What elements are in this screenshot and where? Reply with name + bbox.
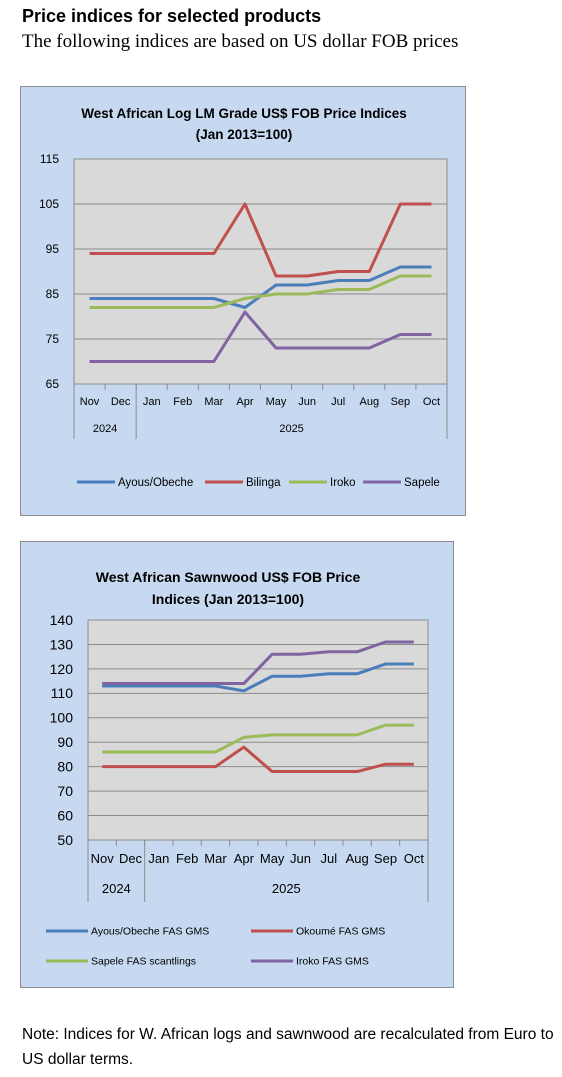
series-line bbox=[102, 640, 414, 686]
y-tick-label: 60 bbox=[57, 807, 73, 823]
y-tick-label: 100 bbox=[50, 710, 74, 726]
y-tick-label: 75 bbox=[46, 332, 60, 346]
x-tick-label: Apr bbox=[234, 851, 255, 866]
legend-label: Bilinga bbox=[246, 477, 281, 489]
year-label: 2024 bbox=[102, 881, 131, 896]
y-tick-label: 130 bbox=[50, 636, 74, 652]
x-tick-label: Apr bbox=[236, 396, 253, 408]
x-tick-label: Dec bbox=[111, 396, 131, 408]
x-tick-label: Feb bbox=[176, 851, 198, 866]
page-heading: Price indices for selected products bbox=[22, 6, 322, 26]
series-line bbox=[102, 745, 414, 774]
y-tick-label: 95 bbox=[46, 242, 60, 256]
y-tick-label: 65 bbox=[46, 377, 60, 391]
log-price-chart: West African Log LM Grade US$ FOB Price … bbox=[20, 86, 466, 516]
x-tick-label: Sep bbox=[374, 851, 397, 866]
y-tick-label: 70 bbox=[57, 783, 73, 799]
y-tick-label: 140 bbox=[50, 612, 74, 628]
series-line bbox=[89, 202, 432, 278]
x-tick-label: Oct bbox=[404, 851, 425, 866]
page-subheading: The following indices are based on US do… bbox=[22, 31, 459, 52]
sawnwood-price-chart-svg: West African Sawnwood US$ FOB Price Indic… bbox=[46, 569, 429, 968]
x-tick-label: Aug bbox=[360, 396, 380, 408]
x-tick-label: Feb bbox=[173, 396, 192, 408]
x-tick-label: May bbox=[266, 396, 287, 408]
x-tick-label: Jan bbox=[143, 396, 161, 408]
x-tick-label: Nov bbox=[91, 851, 115, 866]
x-tick-label: Nov bbox=[80, 396, 100, 408]
x-tick-label: Jun bbox=[290, 851, 311, 866]
chart-subtitle: Indices (Jan 2013=100) bbox=[152, 591, 304, 607]
x-tick-label: Mar bbox=[204, 396, 223, 408]
legend-label: Okoumé FAS GMS bbox=[296, 926, 385, 938]
x-tick-label: Jun bbox=[298, 396, 316, 408]
footnote: Note: Indices for W. African logs and sa… bbox=[22, 1026, 554, 1068]
plot-area bbox=[87, 619, 429, 841]
y-tick-label: 80 bbox=[57, 759, 73, 775]
legend-label: Iroko FAS GMS bbox=[296, 956, 369, 968]
year-label: 2025 bbox=[272, 881, 301, 896]
chart-title: West African Sawnwood US$ FOB Price bbox=[96, 569, 361, 585]
chart-title: West African Log LM Grade US$ FOB Price … bbox=[81, 106, 407, 121]
y-tick-label: 50 bbox=[57, 832, 73, 848]
legend-label: Sapele FAS scantlings bbox=[91, 956, 196, 968]
x-tick-label: Oct bbox=[423, 396, 440, 408]
series-line bbox=[102, 662, 414, 693]
sawnwood-price-chart: West African Sawnwood US$ FOB Price Indic… bbox=[20, 541, 454, 988]
x-tick-label: Jul bbox=[321, 851, 338, 866]
y-tick-label: 110 bbox=[51, 685, 74, 701]
year-label: 2025 bbox=[279, 423, 303, 435]
y-tick-label: 120 bbox=[50, 661, 74, 677]
y-tick-label: 105 bbox=[39, 197, 59, 211]
x-tick-label: Mar bbox=[204, 851, 227, 866]
x-tick-label: Jan bbox=[148, 851, 169, 866]
legend-label: Iroko bbox=[330, 477, 356, 489]
y-tick-label: 90 bbox=[57, 734, 73, 750]
legend-label: Ayous/Obeche FAS GMS bbox=[91, 926, 209, 938]
year-label: 2024 bbox=[93, 423, 117, 435]
y-tick-label: 115 bbox=[40, 152, 59, 166]
y-tick-label: 85 bbox=[46, 287, 60, 301]
x-tick-label: Dec bbox=[119, 851, 143, 866]
x-tick-label: Jul bbox=[331, 396, 345, 408]
plot-area bbox=[73, 158, 448, 385]
chart-subtitle: (Jan 2013=100) bbox=[196, 127, 292, 142]
x-tick-label: Sep bbox=[391, 396, 411, 408]
x-tick-label: May bbox=[260, 851, 285, 866]
legend-label: Ayous/Obeche bbox=[118, 477, 193, 489]
series-line bbox=[89, 310, 432, 363]
series-line bbox=[89, 274, 432, 309]
log-price-chart-svg: West African Log LM Grade US$ FOB Price … bbox=[39, 106, 448, 489]
series-line bbox=[102, 723, 414, 754]
x-tick-label: Aug bbox=[346, 851, 369, 866]
legend-label: Sapele bbox=[404, 477, 440, 489]
